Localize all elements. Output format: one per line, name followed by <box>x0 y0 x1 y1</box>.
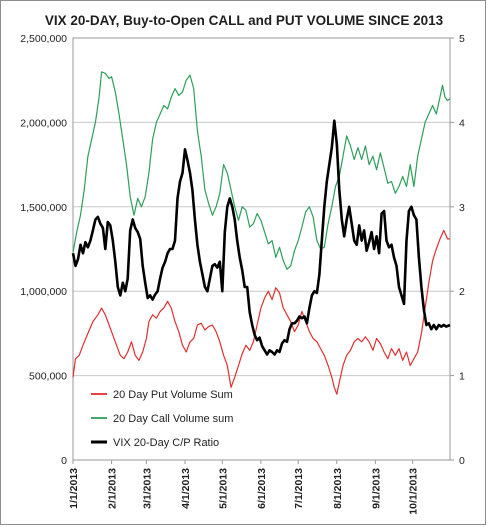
left-tick-label: 1,000,000 <box>20 286 67 298</box>
left-tick-label: 1,500,000 <box>20 202 67 214</box>
legend-label-2: 20 Day Call Volume sum <box>113 413 233 425</box>
right-tick-label: 5 <box>459 33 465 45</box>
legend: 20 Day Put Volume Sum 20 Day Call Volume … <box>91 389 233 449</box>
chart-title: VIX 20-DAY, Buy-to-Open CALL and PUT VOL… <box>45 13 444 28</box>
right-tick-label: 1 <box>459 371 465 383</box>
x-tick-label: 4/1/2013 <box>180 468 192 509</box>
x-tick-label: 1/1/2013 <box>68 468 80 509</box>
x-tick-label: 5/1/2013 <box>217 468 229 509</box>
legend-label-3: VIX 20-Day C/P Ratio <box>113 437 219 449</box>
series-line-1 <box>72 229 450 395</box>
x-tick-label: 6/1/2013 <box>256 468 268 509</box>
plot-area <box>72 37 451 461</box>
legend-label-1: 20 Day Put Volume Sum <box>113 389 233 401</box>
x-axis-ticks: 1/1/2013 2/1/2013 3/1/2013 4/1/2013 5/1/2013… <box>68 468 420 515</box>
left-axis-ticks: 0 500,000 1,000,000 1,500,000 2,000,000 2,500… <box>20 33 67 467</box>
x-tick-label: 8/1/2013 <box>332 468 344 509</box>
x-tick-label: 7/1/2013 <box>293 468 305 509</box>
x-tick-label: 10/1/2013 <box>408 468 420 515</box>
x-tick-label: 2/1/2013 <box>107 468 119 509</box>
axes <box>72 37 454 464</box>
series-line-3 <box>71 119 451 356</box>
right-tick-label: 2 <box>459 286 465 298</box>
left-tick-label: 2,000,000 <box>20 117 67 129</box>
right-axis-ticks: 0 1 2 3 4 5 <box>459 33 465 467</box>
series-lines <box>71 71 451 395</box>
right-tick-label: 4 <box>459 117 465 129</box>
series-line-2 <box>72 71 451 270</box>
right-tick-label: 0 <box>459 455 465 467</box>
left-tick-label: 2,500,000 <box>20 33 67 45</box>
left-tick-label: 500,000 <box>29 371 67 383</box>
left-tick-label: 0 <box>61 455 67 467</box>
right-tick-label: 3 <box>459 202 465 214</box>
x-tick-label: 9/1/2013 <box>370 468 382 509</box>
x-tick-label: 3/1/2013 <box>141 468 153 509</box>
